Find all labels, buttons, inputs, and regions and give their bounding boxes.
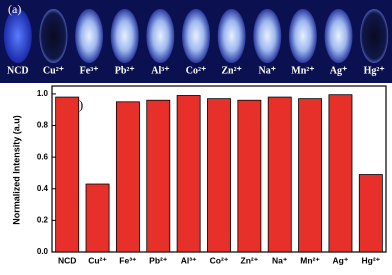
vial <box>75 9 104 63</box>
vial <box>3 9 32 63</box>
x-tick-label: Hg²⁺ <box>361 255 380 265</box>
vial-label: Pb²⁺ <box>115 65 135 76</box>
vial <box>182 9 210 63</box>
x-tick-label: Al³⁺ <box>181 255 197 265</box>
y-tick-label: 0.4 <box>37 184 49 193</box>
y-axis-label: Normalized Intensity (a.u) <box>11 115 21 225</box>
vial-label: Mn²⁺ <box>291 65 314 76</box>
vial <box>39 9 68 63</box>
vial-label: Cu²⁺ <box>43 65 64 76</box>
y-tick-label: 0.6 <box>37 152 49 161</box>
x-tick-label: Fe³⁺ <box>119 255 137 265</box>
vial-label: Na⁺ <box>259 65 277 76</box>
vial-label: Fe³⁺ <box>80 65 99 76</box>
y-tick-label: 0.2 <box>37 215 49 224</box>
vial-label: Ag⁺ <box>330 65 348 76</box>
bar <box>55 96 80 253</box>
x-tick-label: NCD <box>58 255 76 265</box>
vial <box>217 9 246 63</box>
vial <box>360 9 389 63</box>
vial-label: Zn²⁺ <box>221 65 242 76</box>
panel-label: (a) <box>8 2 21 16</box>
bar <box>176 95 201 253</box>
x-tick-label: Mn²⁺ <box>300 255 320 265</box>
vial-label: Co²⁺ <box>186 65 207 76</box>
bar <box>85 183 110 253</box>
y-tick-label: 0.0 <box>37 247 49 256</box>
vial <box>253 9 282 63</box>
bar <box>298 98 323 253</box>
bar <box>358 174 383 253</box>
bar <box>267 96 292 253</box>
vial <box>146 9 175 63</box>
bar <box>237 99 262 253</box>
vial <box>288 9 317 63</box>
bar <box>207 98 231 253</box>
x-tick-label: Ag⁺ <box>333 255 349 265</box>
photo: NCD Cu²⁺ Fe³⁺ Pb²⁺ Al³⁺ Co²⁺ Zn²⁺ Na⁺ Mn²⁺ Ag⁺ Hg²… <box>3 9 389 76</box>
vial-label: Al³⁺ <box>151 65 169 76</box>
x-tick-label: Co²⁺ <box>210 255 229 265</box>
vial <box>324 9 353 63</box>
x-tick-label: Na⁺ <box>272 255 288 265</box>
vial-label: NCD <box>7 65 29 76</box>
bar <box>146 99 171 253</box>
bar <box>328 94 353 253</box>
vial <box>110 9 139 63</box>
x-tick-label: Cu²⁺ <box>88 255 107 265</box>
x-tick-label: Zn²⁺ <box>241 255 259 265</box>
bar <box>115 101 140 253</box>
y-tick-label: 1.0 <box>37 89 49 98</box>
y-tick-label: 0.8 <box>37 121 49 130</box>
vial-label: Hg²⁺ <box>364 65 385 76</box>
x-tick-label: Pb²⁺ <box>149 255 168 265</box>
